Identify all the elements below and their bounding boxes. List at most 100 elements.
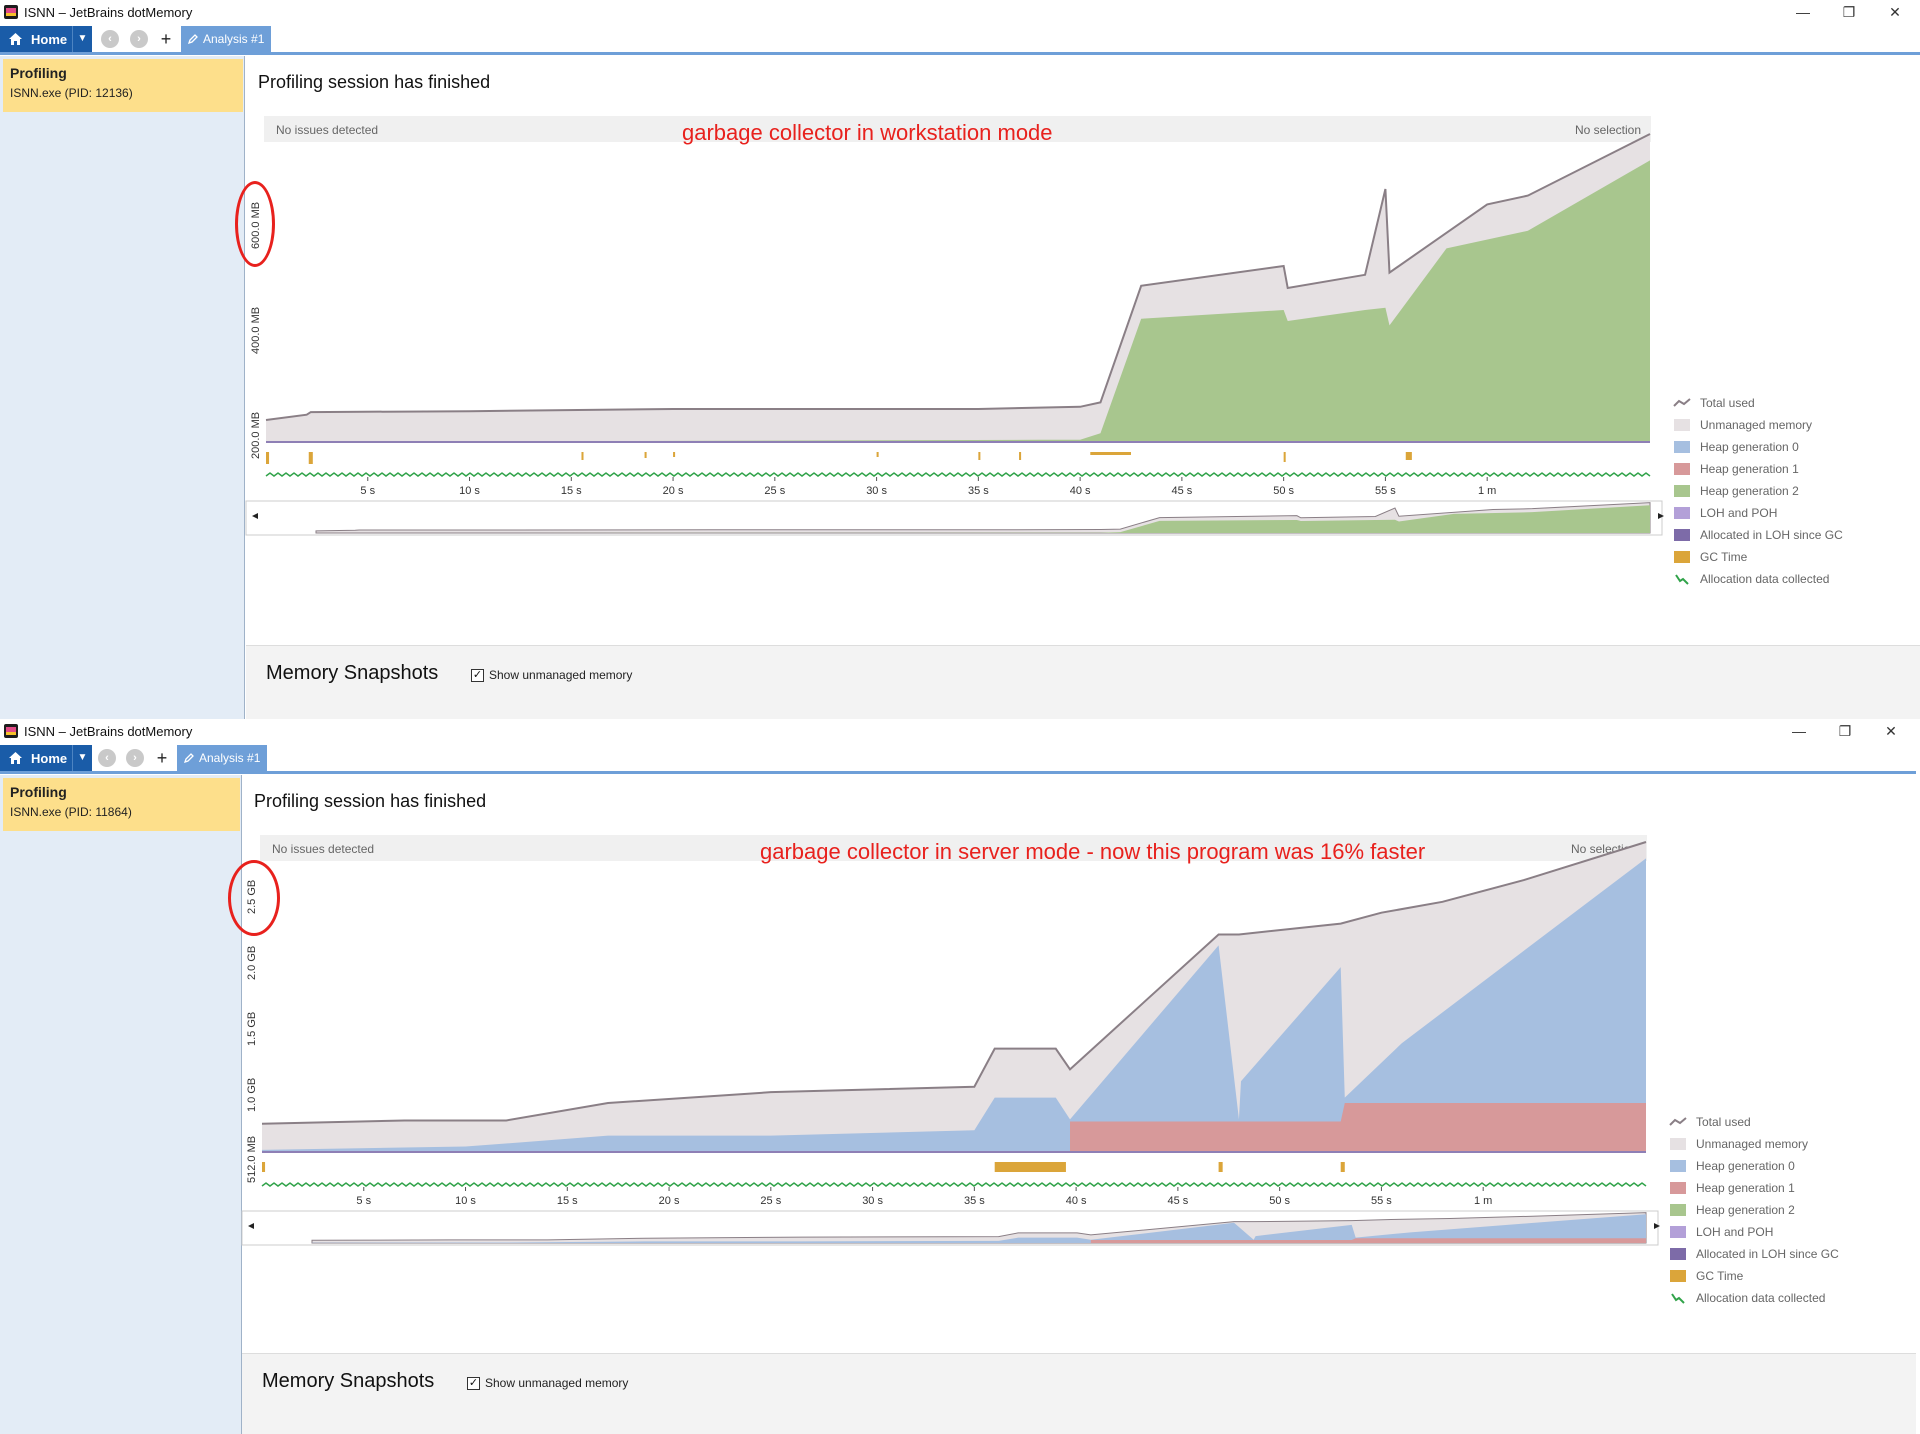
issues-text: No issues detected [272, 842, 375, 856]
legend-item[interactable]: LOH and POH [1674, 502, 1843, 524]
legend-swatch [1674, 529, 1690, 541]
toolbar-underline [0, 52, 1920, 55]
gc-time-bar [994, 1162, 1066, 1172]
overview-series [312, 1214, 1646, 1243]
legend-item[interactable]: GC Time [1674, 546, 1843, 568]
legend-item[interactable]: Heap generation 2 [1670, 1199, 1839, 1221]
legend-item[interactable]: Unmanaged memory [1674, 414, 1843, 436]
x-tick-label: 40 s [1070, 485, 1091, 497]
gc-time-bar [581, 452, 584, 460]
sidebar-item-profiling[interactable]: Profiling ISNN.exe (PID: 11864) [3, 778, 240, 831]
show-unmanaged-checkbox[interactable]: ✓ Show unmanaged memory [471, 668, 632, 682]
legend-label: Heap generation 1 [1696, 1181, 1795, 1195]
scroll-left-icon [248, 1223, 254, 1229]
info-bar: No issues detected garbage collector in … [264, 116, 1651, 145]
back-icon[interactable]: ‹ [101, 30, 119, 48]
legend-item[interactable]: Allocation data collected [1670, 1287, 1839, 1309]
legend-item[interactable]: Allocated in LOH since GC [1674, 524, 1843, 546]
legend-label: Heap generation 2 [1696, 1203, 1795, 1217]
home-dropdown-icon[interactable]: ▼ [72, 26, 92, 52]
memory-chart[interactable]: 5 s 10 s 15 s 20 s 25 s 30 s 35 s 40 s 45 s 50 s 5… [245, 56, 1920, 719]
memory-snapshots-bar: Memory Snapshots ✓ Show unmanaged memory [242, 1353, 1916, 1434]
x-tick-label: 1 m [1474, 1195, 1492, 1207]
forward-icon[interactable]: › [126, 749, 144, 767]
add-icon[interactable]: + [160, 29, 172, 49]
checkbox-label: Show unmanaged memory [489, 668, 633, 682]
legend-item[interactable]: Unmanaged memory [1670, 1133, 1839, 1155]
sidebar: Profiling ISNN.exe (PID: 11864) [0, 775, 242, 1434]
info-bar: No issues detected garbage collector in … [260, 835, 1647, 864]
session-status: Profiling session has finished [254, 791, 487, 811]
x-tick-label: 45 s [1171, 485, 1192, 497]
close-icon[interactable]: ✕ [1889, 4, 1901, 20]
legend-label: Heap generation 0 [1700, 440, 1799, 454]
back-icon[interactable]: ‹ [98, 749, 116, 767]
legend-swatch [1670, 1248, 1686, 1260]
legend-label: Allocation data collected [1696, 1291, 1826, 1305]
forward-icon[interactable]: › [130, 30, 148, 48]
snapshots-title: Memory Snapshots [262, 1370, 435, 1392]
legend-item[interactable]: GC Time [1670, 1265, 1839, 1287]
legend-item[interactable]: Heap generation 2 [1674, 480, 1843, 502]
gc-time-bar [673, 452, 676, 457]
x-tick-label: 55 s [1375, 485, 1396, 497]
heap-generation-1-area [1070, 1103, 1646, 1152]
main-panel: Profiling session has finished No issues… [228, 775, 1916, 1434]
memory-snapshots-bar: Memory Snapshots ✓ Show unmanaged memory [246, 645, 1920, 719]
gc-time-bar [644, 452, 647, 458]
home-dropdown-icon[interactable]: ▼ [72, 745, 92, 771]
total-used-line-icon [1669, 1116, 1687, 1128]
toolbar-underline [0, 771, 1916, 774]
dotmemory-app-icon [4, 5, 18, 19]
legend-swatch [1674, 463, 1690, 475]
gc-time-bar [1218, 1162, 1223, 1172]
minimize-icon[interactable]: — [1792, 723, 1806, 739]
checkbox-check-icon: ✓ [471, 668, 484, 682]
dotmemory-app-icon [4, 724, 18, 738]
x-tick-label: 30 s [866, 485, 887, 497]
tab-analysis-1[interactable]: Analysis #1 [181, 26, 271, 52]
legend-item[interactable]: Total used [1673, 392, 1843, 414]
restore-icon[interactable]: ❐ [1842, 4, 1856, 20]
legend-item[interactable]: Allocated in LOH since GC [1670, 1243, 1839, 1265]
total-used-line-icon [1673, 397, 1691, 409]
highlight-circle [228, 860, 280, 936]
legend-item[interactable]: Heap generation 0 [1670, 1155, 1839, 1177]
legend-item[interactable]: Allocation data collected [1674, 568, 1843, 590]
legend-label: Heap generation 1 [1700, 462, 1799, 476]
legend-item[interactable]: Heap generation 1 [1674, 458, 1843, 480]
x-tick-label: 55 s [1371, 1195, 1392, 1207]
checkbox-label: Show unmanaged memory [485, 1376, 629, 1390]
sidebar-item-profiling[interactable]: Profiling ISNN.exe (PID: 12136) [3, 59, 243, 112]
total-used-line [265, 133, 1651, 421]
gc-time-bar [1340, 1162, 1345, 1172]
legend-item[interactable]: Heap generation 0 [1674, 436, 1843, 458]
add-icon[interactable]: + [156, 748, 168, 768]
tab-label: Analysis #1 [203, 32, 265, 46]
home-icon [8, 751, 23, 765]
minimize-icon[interactable]: — [1796, 4, 1810, 20]
legend-swatch [1674, 507, 1690, 519]
show-unmanaged-checkbox[interactable]: ✓ Show unmanaged memory [467, 1376, 628, 1390]
legend-label: Total used [1700, 396, 1755, 410]
home-label: Home [31, 31, 68, 47]
gc-time-bar [308, 452, 313, 464]
tab-analysis-1[interactable]: Analysis #1 [177, 745, 267, 771]
legend-swatch [1670, 1160, 1686, 1172]
x-tick-label: 5 s [360, 485, 375, 497]
legend-label: GC Time [1696, 1269, 1744, 1283]
restore-icon[interactable]: ❐ [1838, 723, 1852, 739]
toolbar: Home ▼ ‹ › + Analysis #1 [0, 745, 1920, 771]
total-used-line [261, 841, 1647, 1125]
home-button[interactable]: Home ▼ [0, 26, 92, 52]
allocation-line-icon [1670, 1292, 1686, 1304]
home-button[interactable]: Home ▼ [0, 745, 92, 771]
legend-swatch [1674, 419, 1690, 431]
memory-chart[interactable]: 5 s 10 s 15 s 20 s 25 s 30 s 35 s 40 s 45 s 50 s 5… [241, 775, 1916, 1434]
legend-item[interactable]: Total used [1669, 1111, 1839, 1133]
x-tick-label: 50 s [1273, 485, 1294, 497]
legend-item[interactable]: Heap generation 1 [1670, 1177, 1839, 1199]
close-icon[interactable]: ✕ [1885, 723, 1897, 739]
legend-label: Heap generation 2 [1700, 484, 1799, 498]
legend-item[interactable]: LOH and POH [1670, 1221, 1839, 1243]
